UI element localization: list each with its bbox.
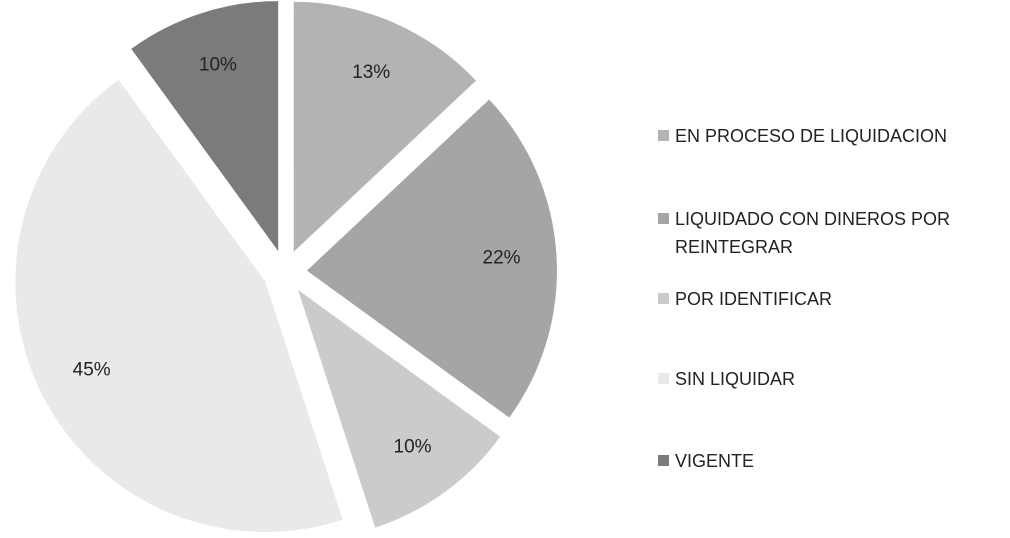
- legend-item: LIQUIDADO CON DINEROS POR REINTEGRAR: [658, 205, 975, 261]
- legend-item: SIN LIQUIDAR: [658, 365, 975, 393]
- legend-label: POR IDENTIFICAR: [675, 289, 833, 309]
- legend-item: VIGENTE: [658, 447, 975, 475]
- legend-label: VIGENTE: [675, 451, 755, 471]
- legend-item: EN PROCESO DE LIQUIDACION: [658, 122, 975, 150]
- legend-swatch: [658, 455, 669, 466]
- legend-label: LIQUIDADO CON DINEROS POR REINTEGRAR: [675, 209, 951, 257]
- legend-swatch: [658, 293, 669, 304]
- data-label: 10%: [394, 437, 432, 458]
- data-label: 22%: [483, 247, 521, 268]
- pie-slice: [297, 289, 501, 528]
- data-label: 13%: [352, 62, 390, 83]
- pie-area: 13% 22% 10% 45% 10%: [15, 1, 557, 532]
- data-label: 10%: [199, 55, 237, 76]
- legend-swatch: [658, 373, 669, 384]
- legend-label: SIN LIQUIDAR: [675, 369, 796, 389]
- legend: EN PROCESO DE LIQUIDACION LIQUIDADO CON D…: [658, 0, 1008, 538]
- legend-swatch: [658, 130, 669, 141]
- data-label: 45%: [73, 360, 111, 381]
- legend-label: EN PROCESO DE LIQUIDACION: [675, 126, 948, 146]
- pie-slice: [131, 1, 279, 252]
- pie-slice: [306, 99, 557, 418]
- pie-slice: [293, 1, 476, 252]
- legend-item: POR IDENTIFICAR: [658, 285, 975, 313]
- legend-swatch: [658, 213, 669, 224]
- pie-slice: [15, 79, 343, 532]
